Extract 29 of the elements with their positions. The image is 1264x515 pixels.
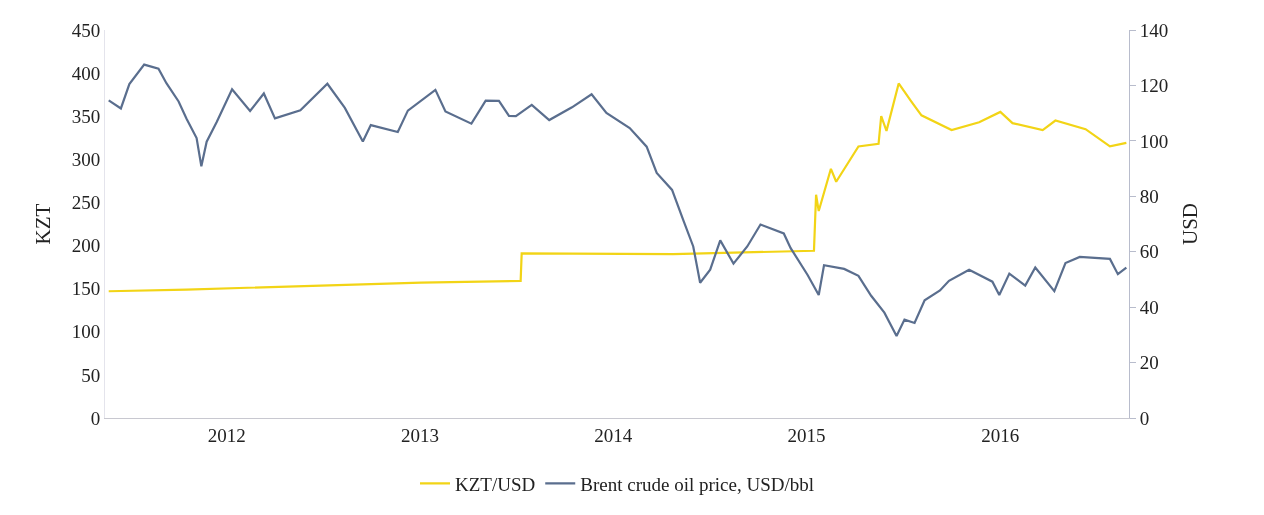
- y-tick-label: 250: [71, 192, 101, 214]
- y-tick-label: 450: [71, 19, 101, 41]
- legend-label: Brent crude oil price, USD/bbl: [580, 473, 814, 495]
- y2-tick-label: 120: [1139, 75, 1169, 97]
- x-tick-label: 2013: [401, 424, 440, 446]
- y-tick-label: 0: [90, 407, 101, 429]
- y2-tick-label: 80: [1139, 185, 1159, 207]
- x-tick-label: 2016: [981, 424, 1020, 446]
- line-series: [107, 82, 1128, 293]
- y-tick-label: 300: [71, 148, 101, 170]
- y-tick-label: 200: [71, 235, 101, 257]
- x-tick-label: 2012: [207, 424, 246, 446]
- y2-tick-label: 60: [1139, 241, 1159, 263]
- y2-tick-label: 140: [1139, 19, 1169, 41]
- x-tick-label: 2014: [594, 424, 633, 446]
- y-tick-label: 100: [71, 321, 101, 343]
- y-tick-label: 400: [71, 62, 101, 84]
- y-axis-title: KZT: [30, 203, 55, 245]
- line-series: [107, 63, 1128, 338]
- y-tick-label: 150: [71, 278, 101, 300]
- y-tick-label: 50: [81, 364, 101, 386]
- y2-axis-title: USD: [1178, 202, 1203, 246]
- y2-tick-label: 100: [1139, 130, 1169, 152]
- y2-tick-label: 40: [1139, 296, 1159, 318]
- legend-label: KZT/USD: [455, 473, 536, 495]
- y2-tick-label: 20: [1139, 352, 1159, 374]
- y-tick-label: 350: [71, 105, 101, 127]
- x-tick-label: 2015: [787, 424, 826, 446]
- y2-tick-label: 0: [1139, 407, 1150, 429]
